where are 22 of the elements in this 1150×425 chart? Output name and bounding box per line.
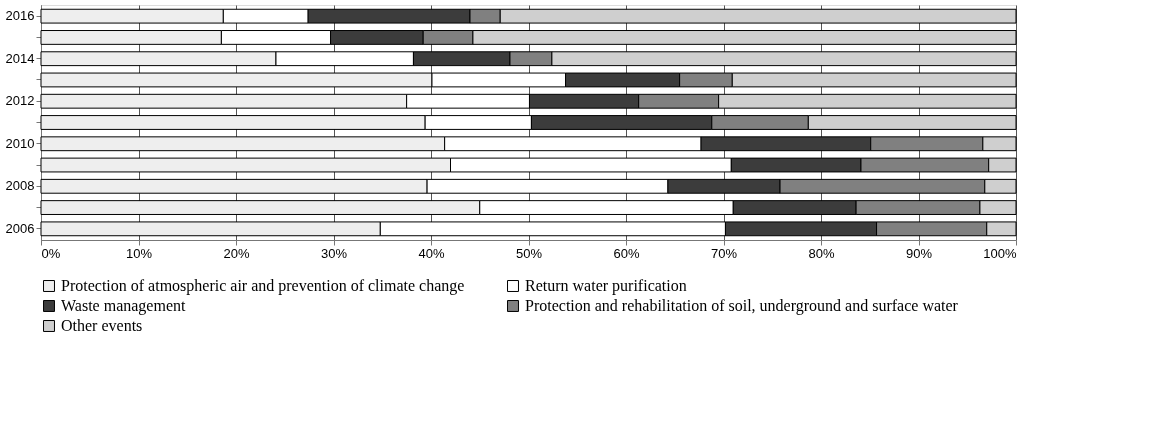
y-tick-label: 2010 — [5, 135, 35, 151]
legend-label: Return water purification — [525, 277, 687, 295]
x-tick-label: 70% — [710, 245, 738, 261]
x-tick-label: 10% — [125, 245, 153, 261]
legend-label: Protection and rehabilitation of soil, underground and surface water — [525, 297, 959, 315]
x-tick-label: 0% — [41, 245, 61, 261]
y-tick-label: 2016 — [5, 8, 35, 24]
y-tick-label: 2006 — [5, 220, 35, 236]
legend-label: Protection of atmospheric air and prevention of climate change — [61, 277, 465, 295]
y-tick-label: 2014 — [5, 50, 35, 66]
x-tick-label: 50% — [515, 245, 543, 261]
legend-label: Waste management — [61, 297, 186, 315]
x-tick-label: 20% — [223, 245, 250, 261]
x-tick-label: 90% — [905, 245, 933, 261]
x-tick-label: 100% — [983, 245, 1017, 261]
y-tick-label: 2008 — [5, 178, 35, 194]
x-tick-label: 60% — [613, 245, 640, 261]
x-tick-label: 80% — [808, 245, 835, 261]
x-tick-label: 30% — [320, 245, 348, 261]
x-tick-label: 40% — [418, 245, 445, 261]
legend-label: Other events — [61, 317, 143, 334]
y-tick-label: 2012 — [5, 93, 35, 109]
